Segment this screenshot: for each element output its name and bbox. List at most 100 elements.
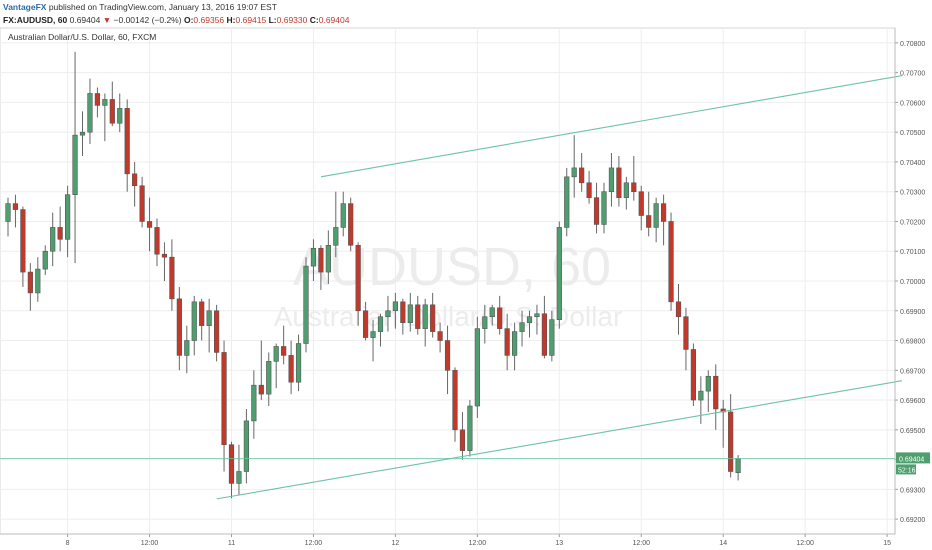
chart-title: Australian Dollar/U.S. Dollar, 60, FXCM — [8, 32, 157, 42]
candle-body — [288, 355, 294, 383]
candle-body — [422, 304, 428, 329]
y-tick-label: 0.70600 — [900, 100, 925, 107]
candle-body — [65, 194, 71, 240]
last-price-label: 0.69404 — [899, 456, 924, 463]
candle-body — [333, 227, 339, 246]
candle-body — [608, 167, 615, 193]
chart-header: VantageFX published on TradingView.com, … — [0, 0, 932, 28]
y-tick-label: 0.70800 — [900, 41, 925, 48]
published-text: published on TradingView.com, January 13… — [46, 2, 277, 12]
channel-trendline — [320, 75, 903, 178]
candle-body — [214, 310, 220, 353]
high-value: 0.69415 — [235, 15, 267, 25]
candle-body — [571, 167, 577, 178]
candle-body — [221, 352, 227, 446]
candle-body — [35, 268, 41, 294]
candle-body — [191, 301, 197, 341]
candle-body — [452, 369, 458, 431]
candle-body — [154, 227, 160, 255]
candle-body — [556, 227, 562, 320]
candle-body — [79, 131, 86, 136]
change-value: −0.00142 (−0.2%) — [113, 15, 182, 25]
candle-body — [646, 215, 652, 228]
y-tick-label: 0.70700 — [900, 71, 925, 78]
candle-body — [325, 244, 331, 273]
quote-line: FX:AUDUSD, 60 0.69404 ▼ −0.00142 (−0.2%)… — [3, 15, 349, 25]
y-tick-label: 0.69800 — [900, 339, 925, 346]
publisher-link[interactable]: VantageFX — [3, 2, 47, 12]
channel-trendline — [216, 380, 903, 500]
low-value: 0.69330 — [276, 15, 308, 25]
candle-body — [430, 304, 436, 332]
candle-body — [534, 313, 540, 318]
candle-body — [348, 203, 354, 246]
candle-body — [415, 304, 421, 329]
candle-body — [482, 316, 488, 329]
candle-body — [698, 390, 704, 401]
x-tick-label: 8 — [66, 540, 70, 547]
candle-body — [377, 316, 384, 332]
candle-body — [27, 271, 33, 294]
candle-body — [109, 99, 115, 124]
candle-body — [601, 191, 607, 225]
candle-body — [683, 316, 689, 350]
candle-body — [467, 405, 473, 451]
candle-body — [631, 182, 637, 193]
y-tick-label: 0.70100 — [900, 249, 925, 256]
x-tick-label: 12:00 — [469, 540, 487, 547]
candle-body — [94, 93, 100, 106]
x-tick-label: 12:00 — [141, 540, 159, 547]
candle-body — [132, 173, 138, 187]
candle-body — [519, 322, 525, 332]
candle-body — [526, 316, 533, 323]
candle-body — [593, 197, 600, 225]
candle-body — [258, 384, 264, 395]
symbol-label: FX:AUDUSD, 60 — [3, 15, 68, 25]
candle-body — [266, 361, 272, 395]
candle-body — [50, 227, 56, 252]
y-tick-label: 0.70200 — [900, 219, 925, 226]
candle-body — [541, 313, 547, 356]
high-label: H: — [226, 15, 236, 25]
x-tick-label: 15 — [883, 540, 891, 547]
publish-line: VantageFX published on TradingView.com, … — [3, 2, 277, 12]
candle-body — [184, 340, 190, 356]
y-tick-label: 0.70400 — [900, 160, 925, 167]
candle-body — [42, 250, 48, 270]
x-tick-label: 13 — [555, 540, 563, 547]
candle-body — [124, 108, 130, 175]
candle-body — [735, 458, 741, 473]
candle-body — [87, 93, 93, 133]
candle-body — [623, 182, 629, 198]
candle-body — [340, 203, 346, 228]
candle-body — [303, 265, 309, 344]
candle-body — [72, 134, 78, 195]
candle-body — [660, 203, 667, 222]
candle-body — [57, 227, 63, 240]
y-tick-label: 0.69500 — [900, 428, 925, 435]
candle-body — [511, 331, 518, 356]
candle-body — [437, 331, 443, 341]
x-tick-label: 11 — [228, 540, 235, 547]
y-tick-label: 0.69300 — [900, 487, 925, 494]
candle-body — [385, 310, 391, 318]
open-label: O: — [183, 15, 194, 25]
close-label: C: — [309, 15, 319, 25]
candle-body — [251, 384, 257, 422]
candle-body — [295, 343, 302, 383]
open-value: 0.69356 — [193, 15, 225, 25]
x-tick-label: 14 — [719, 540, 727, 547]
y-tick-label: 0.69700 — [900, 368, 925, 375]
candle-body — [20, 209, 26, 273]
candle-body — [668, 221, 674, 303]
candle-body — [690, 349, 696, 401]
countdown-box — [896, 464, 916, 475]
candle-body — [653, 203, 659, 228]
candle-body — [504, 328, 510, 356]
candle-body — [675, 301, 682, 318]
candle-body — [206, 310, 212, 326]
x-tick-label: 12:00 — [632, 540, 650, 547]
countdown-label: 52:16 — [898, 467, 916, 474]
candle-body — [549, 319, 555, 356]
